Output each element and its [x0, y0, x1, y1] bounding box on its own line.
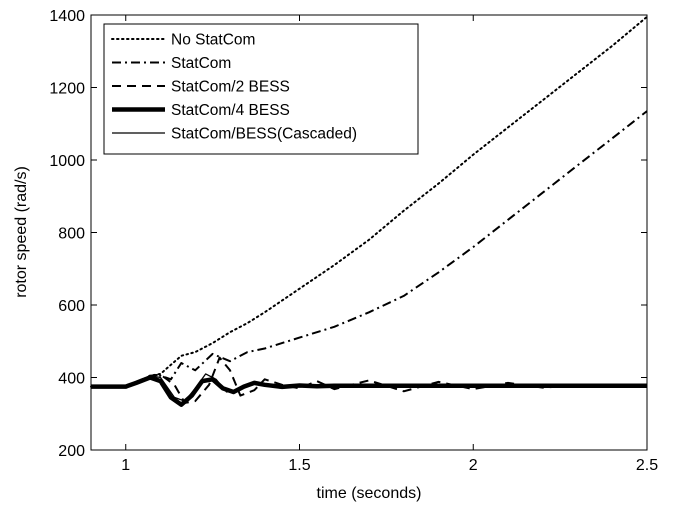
legend-label-2: StatCom/2 BESS — [171, 79, 290, 96]
y-tick-label: 1000 — [49, 153, 85, 170]
legend: No StatCom StatCom StatCom/2 BESS StatCom/4… — [103, 23, 419, 155]
series-line-1 — [91, 110, 648, 388]
y-tick-label: 800 — [58, 226, 85, 243]
legend-box — [103, 23, 419, 155]
y-tick-label: 1200 — [49, 81, 85, 98]
series-line-3 — [91, 375, 647, 407]
x-tick-label: 1.5 — [288, 457, 310, 474]
series-line-0 — [90, 15, 648, 388]
x-tick-label: 1 — [121, 457, 130, 474]
y-tick-label: 400 — [58, 371, 85, 388]
legend-label-1: StatCom — [171, 55, 231, 72]
y-tick-label: 1400 — [49, 8, 85, 25]
x-axis-label: time (seconds) — [317, 485, 422, 502]
series-layer — [90, 15, 648, 407]
y-axis-label: rotor speed (rad/s) — [13, 166, 30, 298]
y-tick-label: 600 — [58, 298, 85, 315]
legend-label-3: StatCom/4 BESS — [171, 102, 290, 119]
legend-label-4: StatCom/BESS(Cascaded) — [171, 126, 357, 143]
legend-items: No StatCom StatCom StatCom/2 BESS StatCom/4… — [111, 32, 357, 143]
tick-layer: 1 1.5 2 2.5 200 400 600 800 1000 1200 1400 — [49, 8, 658, 474]
y-tick-label: 200 — [58, 443, 85, 460]
legend-label-0: No StatCom — [171, 32, 255, 49]
x-tick-label: 2 — [469, 457, 478, 474]
x-tick-label: 2.5 — [636, 457, 658, 474]
